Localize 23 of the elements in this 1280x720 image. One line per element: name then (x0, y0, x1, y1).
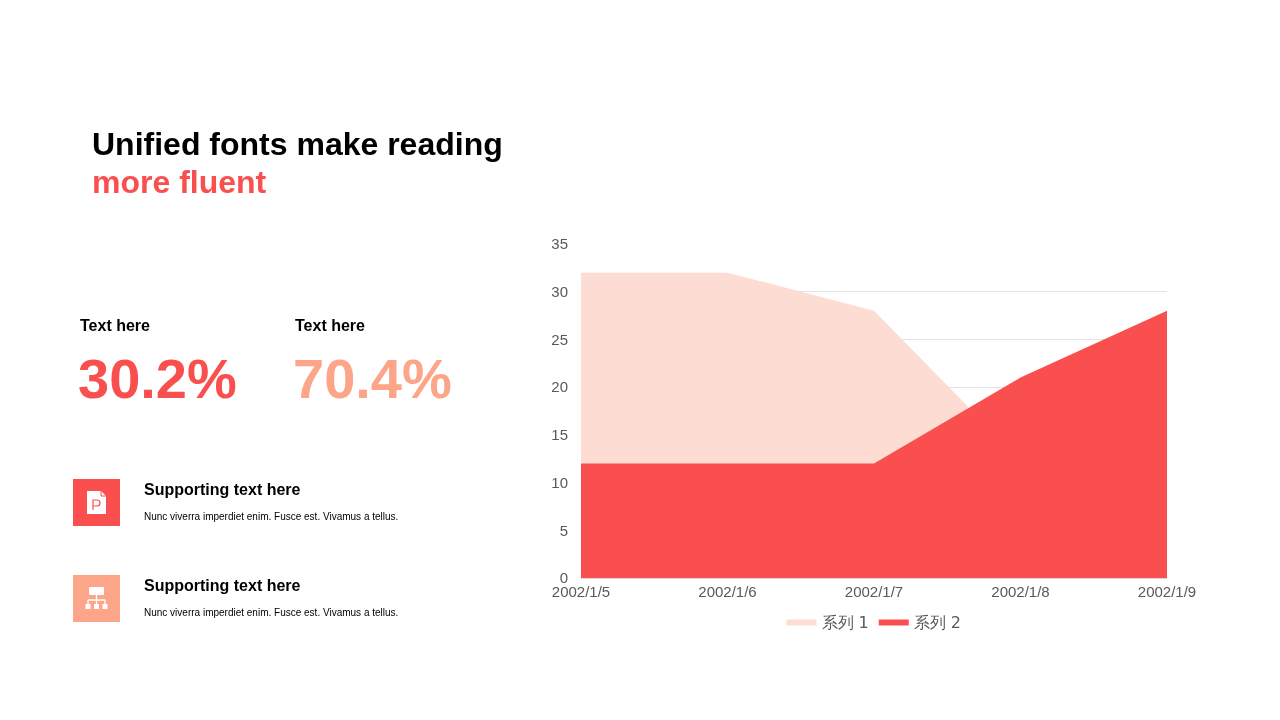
y-tick-label: 15 (551, 426, 568, 444)
y-tick-label: 35 (551, 235, 568, 253)
x-tick-label: 2002/1/9 (1137, 583, 1197, 600)
legend-label: 系列 1 (821, 612, 869, 632)
text: Supporting text here (144, 577, 301, 595)
x-tick-label: 2002/1/6 (698, 583, 757, 600)
text: 30.2% (78, 346, 237, 411)
y-tick-label: 30 (551, 282, 568, 300)
y-tick-label: 5 (559, 521, 568, 539)
text: Unified fonts make reading (92, 126, 503, 163)
text: Text here (80, 317, 150, 335)
text: Text here (295, 317, 365, 335)
text: 70.4% (293, 346, 452, 411)
text: Nunc viverra imperdiet enim. Fusce est. Vivamus a tellus. (144, 607, 399, 618)
legend-label: 系列 2 (913, 612, 962, 632)
x-tick-label: 2002/1/7 (844, 583, 904, 600)
text: Supporting text here (144, 481, 301, 499)
text: more fluent (92, 164, 267, 201)
x-tick-label: 2002/1/8 (991, 583, 1050, 600)
y-tick-label: 20 (551, 378, 568, 396)
y-tick-label: 10 (551, 473, 568, 491)
text: Nunc viverra imperdiet enim. Fusce est. Vivamus a tellus. (144, 511, 399, 522)
y-tick-label: 25 (551, 330, 568, 348)
